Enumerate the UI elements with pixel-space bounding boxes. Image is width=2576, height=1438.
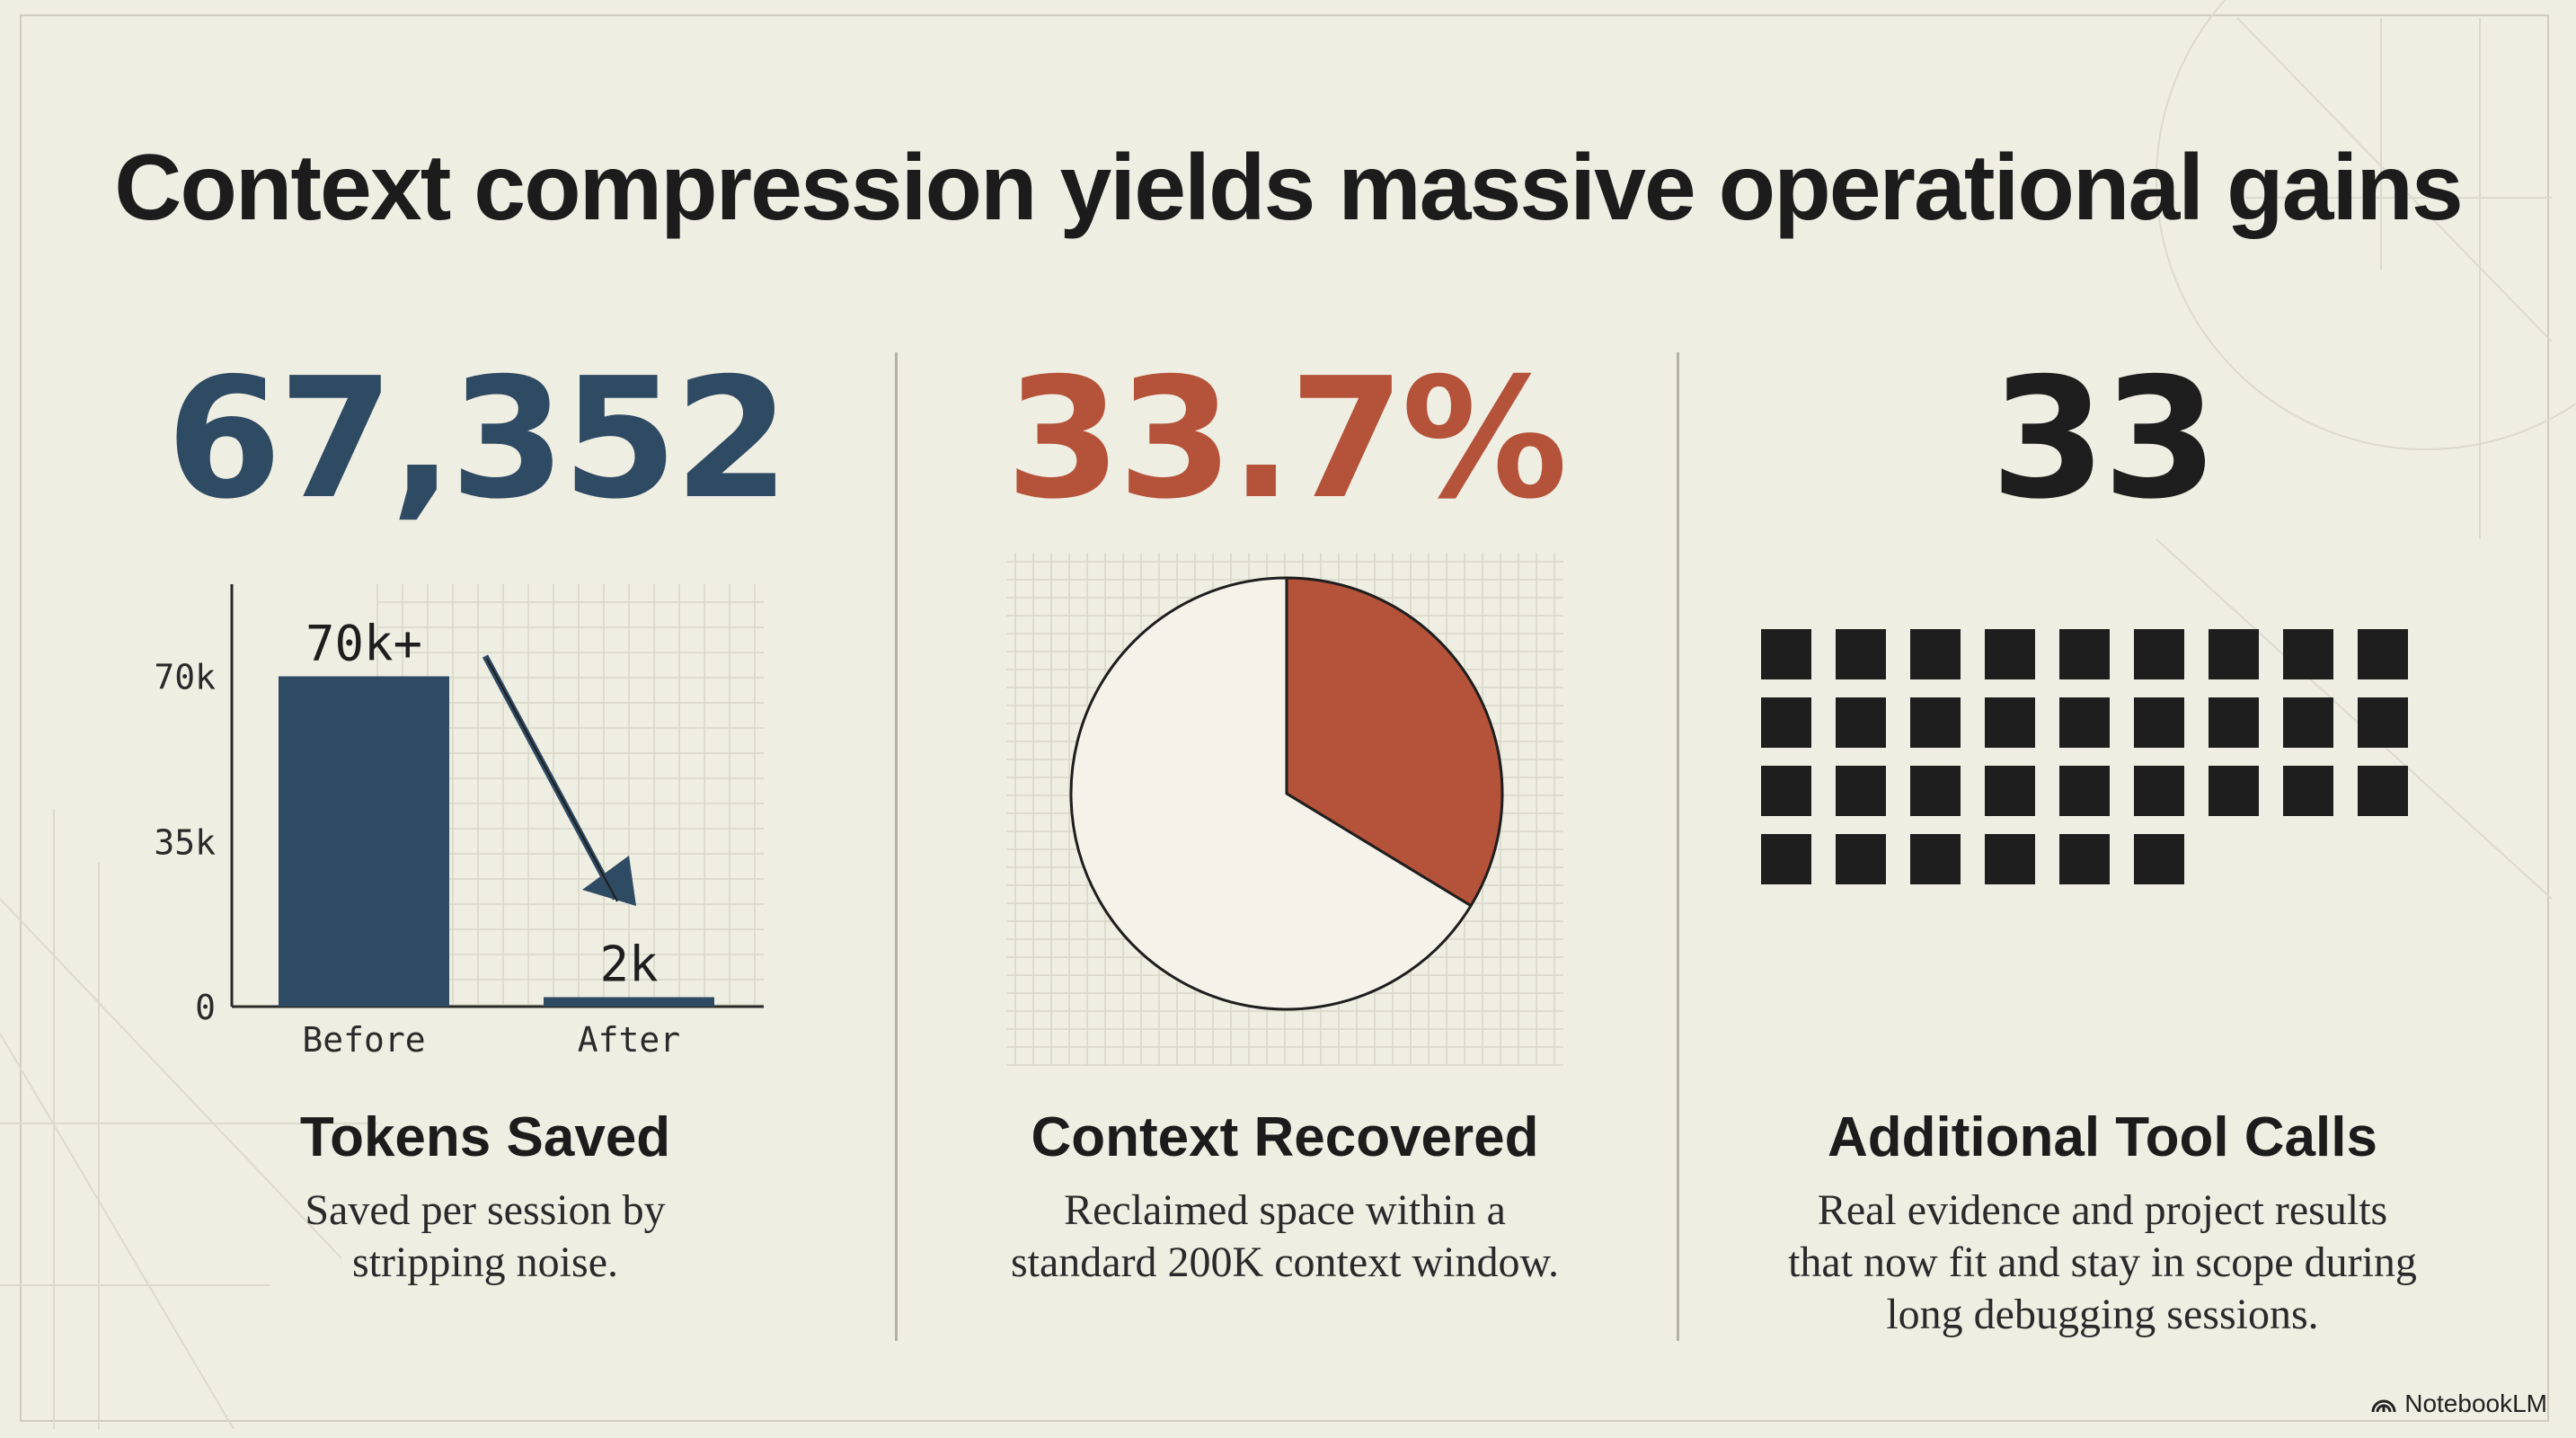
bar-after [544,997,714,1007]
tool-call-square [2059,766,2110,816]
description-line: that now fit and stay in scope during [1788,1238,2417,1286]
tool-call-square [1761,834,1811,884]
tool-call-square [2283,629,2333,679]
column-divider-2 [1677,352,1679,1341]
tool-call-square [2059,697,2110,748]
tool-call-square [1985,834,2035,884]
context-recovered-value: 33.7% [1005,342,1568,536]
bar-data-label: 2k [599,936,658,993]
tool-call-square [1836,697,1886,748]
tool-call-square [2134,629,2184,679]
tool-call-square [1910,766,1961,816]
tool-call-square [1910,834,1961,884]
tool-call-square [2059,834,2110,884]
tool-call-square [2283,697,2333,748]
y-tick-label: 70k [154,658,216,697]
tokens-saved-caption: Tokens Saved [299,1106,671,1168]
x-tick-label: After [578,1020,680,1060]
tool-call-square [2358,766,2408,816]
description-line: long debugging sessions. [1886,1291,2319,1338]
tool-call-square [1836,629,1886,679]
tool-call-square [2209,629,2259,679]
description-line: Reclaimed space within a [1064,1186,1506,1234]
context-recovered-caption: Context Recovered [1031,1106,1539,1168]
bar-data-label: 70k+ [305,616,422,672]
tool-call-square [1910,629,1961,679]
tool-call-square [1910,697,1961,748]
tokens-bar-chart: 0 35k 70k 70k+ Before 2k After [154,584,764,1060]
tool-call-square [2134,697,2184,748]
tool-call-square [1761,766,1811,816]
tokens-saved-value: 67,352 [166,342,790,536]
tool-calls-value: 33 [1990,342,2217,536]
context-pie-chart [1006,553,1563,1066]
tool-call-square [1761,629,1811,679]
tool-call-square [2134,834,2184,884]
tool-call-square [2209,766,2259,816]
y-tick-label: 0 [195,988,216,1027]
description-line: standard 200K context window. [1010,1238,1560,1286]
tool-call-square [2358,629,2408,679]
tool-call-square [1985,629,2035,679]
tool-call-square [2283,766,2333,816]
page-title: Context compression yields massive opera… [114,136,2463,240]
tool-call-square [2209,697,2259,748]
notebooklm-label: NotebookLM [2404,1389,2547,1417]
pie-slice-remaining [1069,576,1474,1011]
bar-before [279,676,449,1007]
tool-calls-caption: Additional Tool Calls [1828,1106,2377,1168]
notebooklm-icon [2371,1399,2396,1413]
tool-calls-description: Real evidence and project results that n… [1689,1185,2516,1341]
tool-call-square [1836,766,1886,816]
tool-call-square [2059,629,2110,679]
context-recovered-description: Reclaimed space within a standard 200K c… [899,1185,1671,1289]
description-line: Saved per session by [305,1186,666,1234]
description-line: stripping noise. [352,1238,618,1286]
arrow-head [582,856,636,906]
tool-call-square [1985,697,2035,748]
notebooklm-badge: NotebookLM [2370,1389,2547,1418]
pie-slice-recovered [1285,576,1504,908]
decrease-arrow [482,654,636,906]
tool-call-square [2358,697,2408,748]
tool-call-square [2134,766,2184,816]
tool-call-square [1761,697,1811,748]
x-tick-label: Before [302,1020,425,1060]
y-tick-label: 35k [154,822,216,862]
tool-calls-waffle-chart [1761,629,2408,884]
tool-call-square [1985,766,2035,816]
column-divider-1 [895,352,898,1341]
description-line: Real evidence and project results [1817,1186,2388,1234]
tokens-saved-description: Saved per session by stripping noise. [126,1185,845,1289]
tool-call-square [1836,834,1886,884]
